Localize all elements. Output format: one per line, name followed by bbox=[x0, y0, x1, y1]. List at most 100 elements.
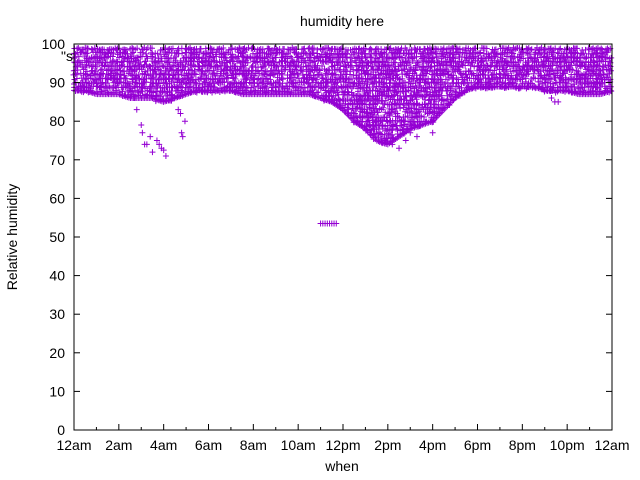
data-point bbox=[123, 46, 130, 53]
data-point bbox=[231, 63, 238, 70]
data-point bbox=[185, 45, 192, 52]
y-tick-label: 50 bbox=[49, 229, 65, 245]
data-point bbox=[91, 45, 98, 52]
data-point bbox=[149, 149, 156, 156]
y-tick-label: 90 bbox=[49, 75, 65, 91]
data-point bbox=[127, 71, 134, 78]
x-tick-label: 2am bbox=[105, 437, 132, 453]
y-tick-label: 30 bbox=[49, 306, 65, 322]
data-point bbox=[429, 129, 436, 136]
data-point bbox=[245, 70, 252, 77]
data-point bbox=[222, 70, 229, 77]
x-tick-label: 12am bbox=[594, 437, 629, 453]
data-point bbox=[224, 71, 231, 78]
data-point bbox=[149, 45, 156, 52]
data-point bbox=[146, 63, 153, 70]
data-point bbox=[149, 62, 156, 69]
data-point bbox=[103, 80, 110, 87]
data-point bbox=[106, 83, 113, 90]
data-point bbox=[278, 63, 285, 70]
data-point bbox=[367, 54, 374, 61]
data-point bbox=[265, 45, 272, 52]
data-point bbox=[180, 55, 187, 62]
data-point bbox=[72, 70, 79, 77]
x-tick-label: 10pm bbox=[550, 437, 585, 453]
data-point bbox=[210, 58, 217, 65]
data-point bbox=[275, 67, 282, 74]
data-point bbox=[367, 45, 374, 52]
data-point bbox=[192, 79, 199, 86]
data-point bbox=[557, 45, 564, 52]
data-point bbox=[270, 71, 277, 78]
data-point bbox=[273, 54, 280, 61]
x-tick-label: 6pm bbox=[464, 437, 491, 453]
data-point bbox=[135, 71, 142, 78]
data-point bbox=[555, 98, 562, 105]
x-tick-label: 8pm bbox=[509, 437, 536, 453]
x-tick-label: 10am bbox=[281, 437, 316, 453]
x-tick-label: 12pm bbox=[325, 437, 360, 453]
data-point bbox=[175, 75, 182, 82]
data-point bbox=[146, 87, 153, 94]
data-point bbox=[78, 75, 85, 82]
data-point bbox=[239, 58, 246, 65]
data-point bbox=[151, 59, 158, 66]
data-point bbox=[139, 129, 146, 136]
data-point bbox=[548, 95, 555, 102]
data-point bbox=[248, 71, 255, 78]
data-point bbox=[210, 67, 217, 74]
data-point bbox=[284, 50, 291, 57]
x-tick-label: 6am bbox=[195, 437, 222, 453]
data-point bbox=[281, 66, 288, 73]
data-point bbox=[286, 75, 293, 82]
data-point bbox=[140, 49, 147, 56]
data-point bbox=[110, 50, 117, 57]
y-tick-label: 40 bbox=[49, 268, 65, 284]
data-point bbox=[129, 44, 136, 51]
data-point bbox=[225, 49, 232, 56]
x-tick-label: 12am bbox=[56, 437, 91, 453]
data-point bbox=[174, 67, 181, 74]
data-point bbox=[264, 75, 271, 82]
data-point bbox=[209, 54, 216, 61]
y-tick-label: 10 bbox=[49, 383, 65, 399]
data-point bbox=[402, 137, 409, 144]
x-tick-label: 8am bbox=[240, 437, 267, 453]
data-point bbox=[251, 83, 258, 90]
data-point bbox=[147, 133, 154, 140]
data-point bbox=[188, 50, 195, 57]
x-tick-label: 4pm bbox=[419, 437, 446, 453]
data-point bbox=[113, 70, 120, 77]
data-point bbox=[143, 50, 150, 57]
data-point bbox=[187, 83, 194, 90]
data-point bbox=[156, 80, 163, 87]
data-point bbox=[123, 75, 130, 82]
data-point bbox=[74, 67, 81, 74]
data-point bbox=[286, 66, 293, 73]
data-point bbox=[402, 71, 409, 78]
data-point bbox=[134, 45, 141, 52]
data-point bbox=[121, 72, 128, 79]
data-points bbox=[70, 44, 615, 227]
data-point bbox=[251, 45, 258, 52]
data-point bbox=[413, 133, 420, 140]
data-point bbox=[288, 54, 295, 61]
data-point bbox=[221, 54, 228, 61]
data-point bbox=[294, 71, 301, 78]
data-point bbox=[214, 66, 221, 73]
data-point bbox=[278, 74, 285, 81]
data-point bbox=[229, 45, 236, 52]
y-tick-label: 0 bbox=[57, 422, 65, 438]
data-point bbox=[289, 83, 296, 90]
data-point bbox=[267, 80, 273, 87]
data-point bbox=[191, 70, 198, 77]
y-tick-label: 70 bbox=[49, 152, 65, 168]
data-point bbox=[103, 54, 110, 61]
data-point bbox=[190, 46, 197, 53]
data-point bbox=[162, 152, 169, 159]
data-point bbox=[279, 62, 286, 69]
data-point bbox=[178, 129, 185, 136]
data-point bbox=[165, 76, 172, 83]
data-point bbox=[132, 79, 139, 86]
data-point bbox=[249, 62, 256, 69]
